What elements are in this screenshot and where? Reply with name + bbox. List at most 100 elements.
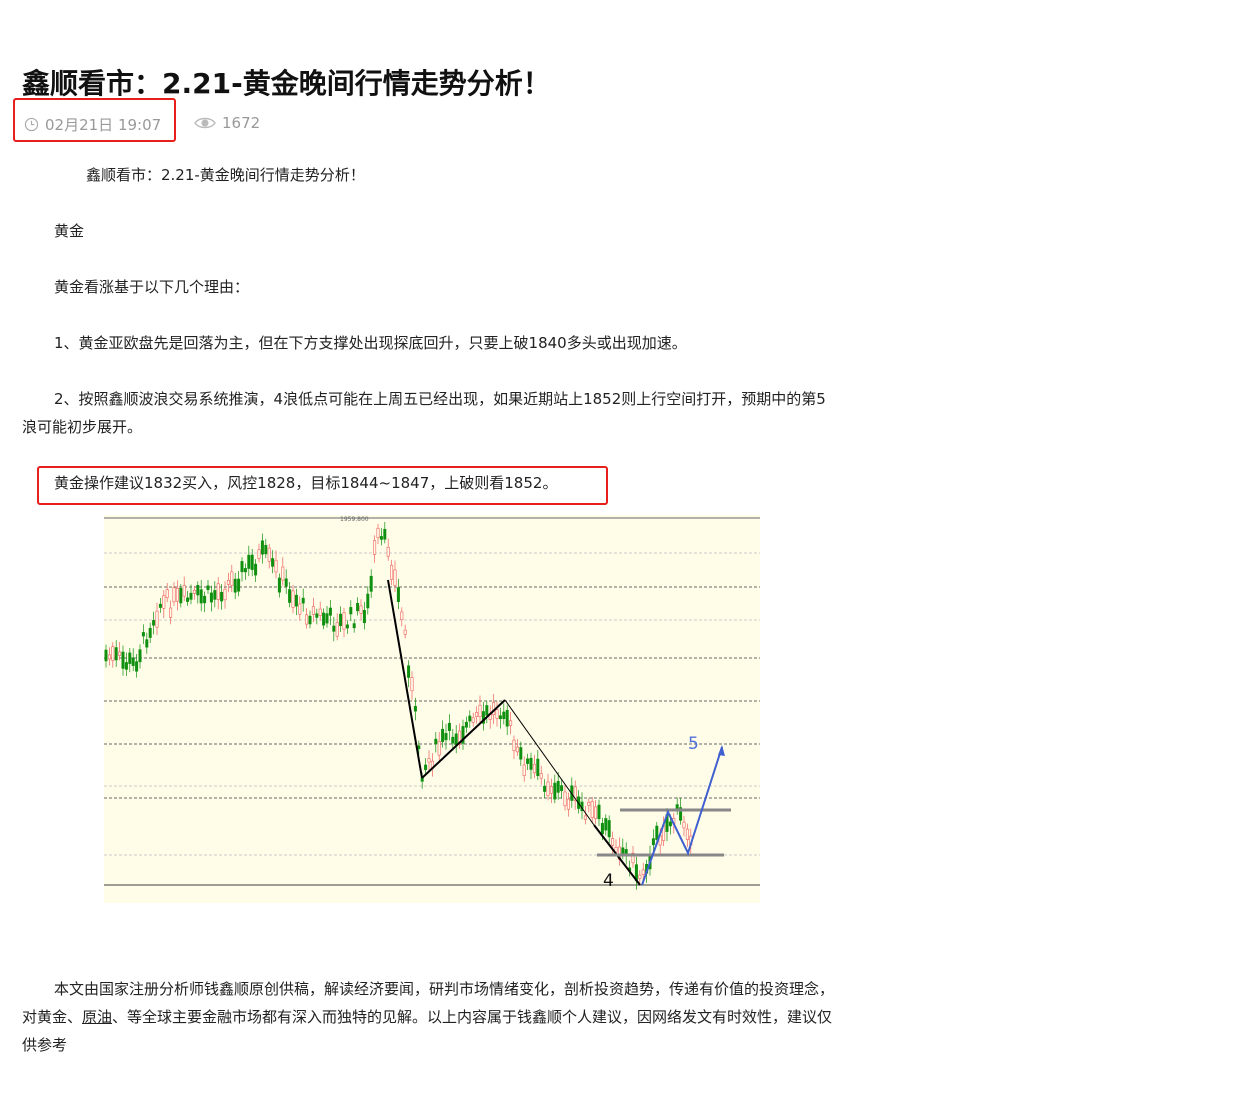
- candle-body: [203, 595, 207, 604]
- candle-body: [655, 825, 659, 840]
- candle-body: [114, 647, 118, 661]
- wave-4-label: 4: [603, 871, 614, 891]
- eye-icon: [194, 117, 216, 129]
- candle-body: [356, 602, 360, 612]
- paragraph-gold: 黄金: [54, 222, 85, 240]
- candle-body: [583, 815, 587, 820]
- candle-body: [441, 728, 445, 742]
- candle-body: [291, 590, 295, 608]
- candle-body: [604, 818, 608, 831]
- candle-body: [417, 745, 421, 750]
- candle-body: [124, 662, 128, 670]
- candle-body: [526, 758, 530, 764]
- projection-line: [641, 746, 723, 886]
- candle-body: [505, 710, 509, 727]
- candle-body: [532, 763, 536, 774]
- candle-body: [424, 764, 428, 770]
- candle-body: [434, 738, 438, 745]
- candle-body: [220, 591, 224, 602]
- wave-line: [504, 699, 595, 826]
- wave-line: [387, 579, 423, 779]
- candle-body: [128, 652, 132, 664]
- crude-oil-link[interactable]: 原油: [82, 1008, 113, 1026]
- candle-body: [169, 607, 173, 618]
- candle-body: [546, 781, 550, 796]
- candle-body: [594, 806, 598, 819]
- candle-body: [396, 587, 400, 603]
- candle-body: [468, 715, 472, 722]
- arrow-head: [718, 745, 725, 756]
- paragraph-reason-1: 1、黄金亚欧盘先是回落为主，但在下方支撑处出现探底回升，只要上破1840多头或出…: [54, 334, 687, 352]
- candle-body: [206, 585, 210, 591]
- candle-body: [165, 589, 169, 598]
- candle-body: [148, 627, 152, 638]
- candle-body: [611, 838, 615, 846]
- candle-body: [451, 736, 455, 744]
- clock-icon: [24, 117, 39, 132]
- candle-body: [189, 592, 193, 600]
- advice-highlight-box: [37, 466, 608, 505]
- candle-body: [172, 587, 176, 603]
- candle-body: [481, 711, 485, 724]
- candle-body: [522, 764, 526, 777]
- candle-body: [322, 612, 326, 626]
- candle-body: [247, 554, 251, 569]
- candle-body: [199, 589, 203, 604]
- paragraph-reason-2: 2、按照鑫顺波浪交易系统推演，4浪低点可能在上周五已经出现，如果近期站上1852…: [22, 390, 826, 436]
- candle-body: [373, 540, 377, 555]
- candle-body: [590, 801, 594, 819]
- candle-body: [271, 558, 275, 567]
- candle-body: [515, 746, 519, 753]
- candle-body: [437, 741, 441, 756]
- candle-body: [407, 665, 411, 678]
- candle-body: [230, 571, 234, 586]
- candle-body: [135, 661, 139, 672]
- candle-body: [651, 838, 655, 846]
- candle-body: [668, 821, 672, 827]
- candle-body: [141, 632, 145, 637]
- candle-body: [216, 583, 220, 600]
- candle-body: [104, 649, 108, 662]
- candle-body: [362, 609, 366, 623]
- candle-body: [383, 528, 387, 540]
- candle-body: [264, 544, 268, 555]
- wave-5-label: 5: [688, 734, 699, 754]
- candle-body: [352, 623, 356, 629]
- candle-body: [471, 717, 475, 723]
- candle-body: [277, 577, 281, 593]
- candle-body: [403, 629, 407, 635]
- candle-body: [495, 709, 499, 719]
- candle-body: [536, 758, 540, 776]
- candle-body: [233, 578, 237, 593]
- candle-body: [152, 620, 156, 626]
- candle-body: [607, 820, 611, 838]
- candle-body: [111, 646, 115, 661]
- gold-chart-image: 1959.800 4 5: [104, 515, 760, 903]
- candle-body: [393, 569, 397, 586]
- chart-background: [104, 515, 760, 903]
- candle-body: [281, 566, 285, 581]
- candle-body: [621, 847, 625, 855]
- candle-body: [301, 597, 305, 604]
- candle-body: [597, 804, 601, 820]
- candle-body: [427, 758, 431, 763]
- candle-body: [179, 588, 183, 604]
- candle-body: [318, 608, 322, 616]
- candle-body: [240, 561, 244, 573]
- candle-body: [420, 777, 424, 782]
- candle-body: [196, 584, 200, 596]
- candle-body: [509, 720, 513, 726]
- candle-body: [390, 564, 394, 580]
- candle-body: [145, 639, 149, 648]
- candle-body: [332, 625, 336, 632]
- candle-body: [213, 590, 217, 600]
- footer-text: 、等全球主要金融市场都有深入而独特的见解。以上内容属于钱鑫顺个人建议，因网络发文…: [22, 1008, 833, 1054]
- candle-body: [162, 595, 166, 609]
- candle-body: [339, 613, 343, 627]
- candle-body: [226, 579, 230, 585]
- date-highlight-box: [13, 98, 176, 142]
- candle-body: [447, 722, 451, 731]
- candle-body: [308, 615, 312, 625]
- candle-body: [335, 622, 339, 637]
- candle-body: [311, 606, 315, 615]
